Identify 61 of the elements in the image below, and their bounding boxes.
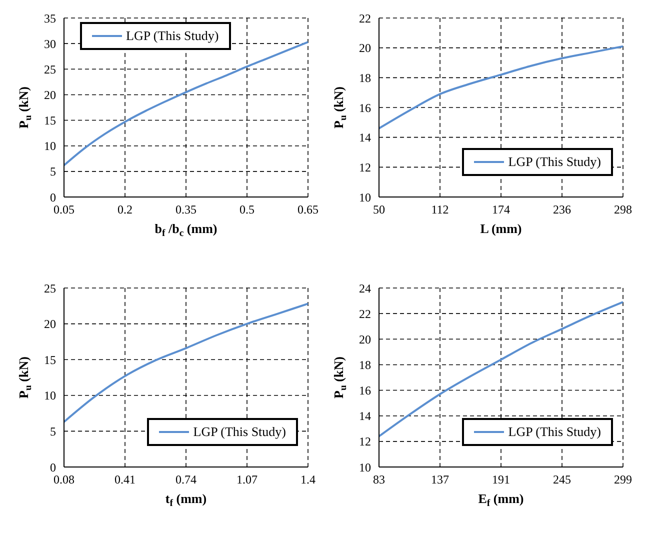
x-axis-title: b$_{f}$ /b$_{c}$ (mm) <box>154 221 218 238</box>
y-tick-label: 16 <box>359 384 371 398</box>
x-tick-label: 83 <box>373 472 385 487</box>
y-tick-label: 18 <box>359 358 371 372</box>
line-series <box>64 302 308 423</box>
x-tick-label: 1.07 <box>236 472 258 487</box>
y-tick-label: 14 <box>359 130 371 145</box>
x-tick-label: 50 <box>373 202 385 217</box>
x-tick-label: 298 <box>614 202 632 217</box>
x-axis-title: L (mm) <box>480 221 522 236</box>
x-tick-label: 0.41 <box>114 472 136 487</box>
x-tick-label: 174 <box>492 202 510 217</box>
x-tick-label: 236 <box>553 202 571 217</box>
y-tick-label: 20 <box>359 41 371 56</box>
line-series <box>379 301 623 438</box>
x-tick-label: 0.35 <box>176 202 196 217</box>
legend-label: LGP (This Study) <box>508 154 601 170</box>
y-tick-label: 10 <box>359 190 371 204</box>
x-tick-label: 0.5 <box>240 202 254 217</box>
y-tick-label: 15 <box>44 352 56 367</box>
y-tick-label: 18 <box>359 70 371 85</box>
y-tick-label: 12 <box>359 160 371 174</box>
y-tick-label: 25 <box>44 62 56 76</box>
x-axis-title: E$_{f}$ (mm) <box>478 491 524 508</box>
legend-label: LGP (This Study) <box>508 424 601 440</box>
y-tick-label: 20 <box>44 88 56 102</box>
y-tick-label: 10 <box>44 139 56 154</box>
x-tick-label: 1.4 <box>300 472 316 487</box>
x-tick-label: 299 <box>614 472 632 487</box>
y-tick-label: 10 <box>44 388 56 403</box>
x-tick-label: 0.05 <box>54 202 74 217</box>
y-tick-label: 10 <box>359 460 371 474</box>
y-tick-label: 20 <box>359 332 371 346</box>
x-tick-label: 0.08 <box>54 472 74 487</box>
y-tick-label: 20 <box>44 317 56 332</box>
x-tick-label: 112 <box>431 202 449 217</box>
legend-label: LGP (This Study) <box>193 424 286 440</box>
y-tick-label: 35 <box>44 11 56 26</box>
y-tick-label: 16 <box>359 100 371 115</box>
x-tick-label: 191 <box>492 472 510 487</box>
y-tick-label: 14 <box>359 409 371 424</box>
y-tick-label: 15 <box>44 114 56 128</box>
y-tick-label: 0 <box>50 460 56 474</box>
y-tick-label: 30 <box>44 36 56 51</box>
y-tick-label: 5 <box>50 424 56 438</box>
x-tick-label: 245 <box>553 472 571 487</box>
x-tick-label: 0.65 <box>298 202 318 217</box>
y-tick-label: 25 <box>44 281 56 296</box>
line-series <box>379 45 623 130</box>
x-tick-label: 137 <box>431 472 449 487</box>
legend-label: LGP (This Study) <box>126 28 219 44</box>
x-tick-label: 0.74 <box>176 472 196 487</box>
y-tick-label: 12 <box>359 434 371 449</box>
x-axis-title: t$_{f}$ (mm) <box>165 491 207 508</box>
y-tick-label: 22 <box>359 11 371 26</box>
x-tick-label: 0.2 <box>118 202 132 217</box>
y-tick-label: 24 <box>359 281 371 296</box>
y-tick-label: 5 <box>50 164 56 179</box>
line-series <box>64 41 308 166</box>
y-tick-label: 0 <box>50 190 56 204</box>
y-tick-label: 22 <box>359 306 371 321</box>
